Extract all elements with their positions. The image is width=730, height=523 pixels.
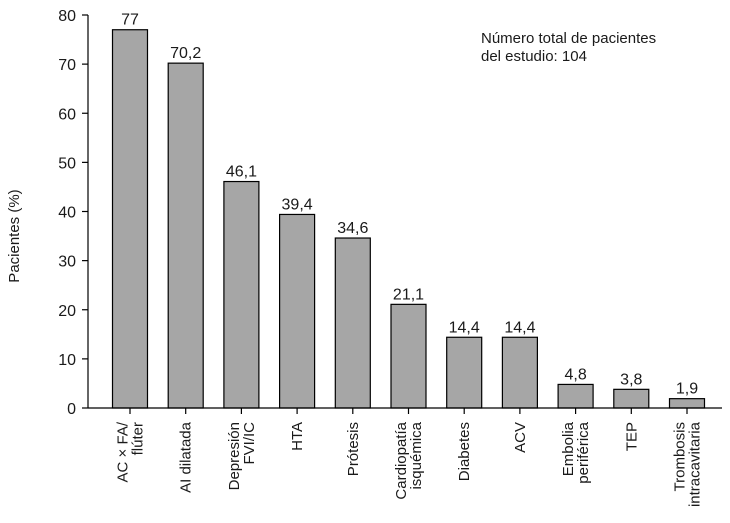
bar-value-label: 1,9: [676, 381, 698, 398]
bar: [613, 388, 650, 409]
y-tick-label: 60: [58, 106, 76, 123]
bar: [390, 303, 427, 409]
x-category-labels: AC × FA/flúter AI dilatada DepresiónFVI/IC…: [115, 408, 704, 507]
x-category-label: AI dilatada: [178, 421, 195, 493]
bar: [501, 336, 538, 409]
y-ticks: 0 10 20 30 40 50 60 70 80: [58, 8, 88, 418]
y-tick-label: 30: [58, 254, 76, 271]
x-category-label: Depresión: [226, 422, 243, 490]
bar-value-label: 39,4: [282, 196, 313, 213]
total-patients-note: Número total de pacientes del estudio: 1…: [481, 30, 660, 65]
bar-value-label: 77: [121, 12, 139, 29]
x-category-label: Prótesis: [345, 422, 362, 476]
axes: [87, 15, 722, 409]
note-line-2: del estudio: 104: [481, 48, 587, 65]
x-category-label: Diabetes: [456, 422, 473, 481]
x-category-label: Embolia: [560, 421, 577, 476]
bar: [279, 213, 316, 409]
x-category-label: flúter: [130, 422, 147, 455]
y-tick-label: 20: [58, 303, 76, 320]
bar: [668, 398, 706, 409]
bar-value-label: 21,1: [393, 286, 424, 303]
x-category-label: HTA: [289, 422, 306, 451]
bar-value-label: 3,8: [620, 371, 642, 388]
bars: 77 70,2 46,1 39,4 34,6 21,1 14,4 14,4 4,8 3,8 1,9: [111, 12, 706, 409]
x-category-label: periférica: [575, 421, 592, 483]
bar-value-label: 14,4: [504, 319, 535, 336]
y-tick-label: 0: [67, 401, 76, 418]
y-tick-label: 50: [58, 155, 76, 172]
bar-value-label: 46,1: [226, 164, 257, 181]
x-category-label: ACV: [512, 422, 529, 453]
x-category-label: AC × FA/: [115, 421, 132, 482]
bar: [167, 62, 204, 409]
x-category-label: intracavitaria: [687, 421, 704, 507]
bar: [111, 29, 149, 409]
bar: [334, 237, 371, 409]
x-category-label: isquémica: [408, 421, 425, 489]
x-category-label: Trombosis: [672, 422, 689, 491]
x-category-label: FVI/IC: [241, 422, 258, 465]
x-category-label: TEP: [623, 422, 640, 451]
bar-value-label: 14,4: [449, 319, 480, 336]
bar-value-label: 4,8: [564, 366, 586, 383]
bar-value-label: 70,2: [170, 45, 201, 62]
note-line-1: Número total de pacientes: [481, 30, 656, 47]
bar: [557, 383, 594, 409]
x-category-label: Cardiopatía: [393, 421, 410, 499]
y-tick-label: 70: [58, 57, 76, 74]
y-tick-label: 10: [58, 352, 76, 369]
bar: [446, 336, 483, 409]
y-tick-label: 40: [58, 205, 76, 222]
bar: [223, 180, 260, 409]
y-tick-label: 80: [58, 8, 76, 25]
y-axis-title: Pacientes (%): [6, 189, 23, 282]
bar-value-label: 34,6: [337, 220, 368, 237]
